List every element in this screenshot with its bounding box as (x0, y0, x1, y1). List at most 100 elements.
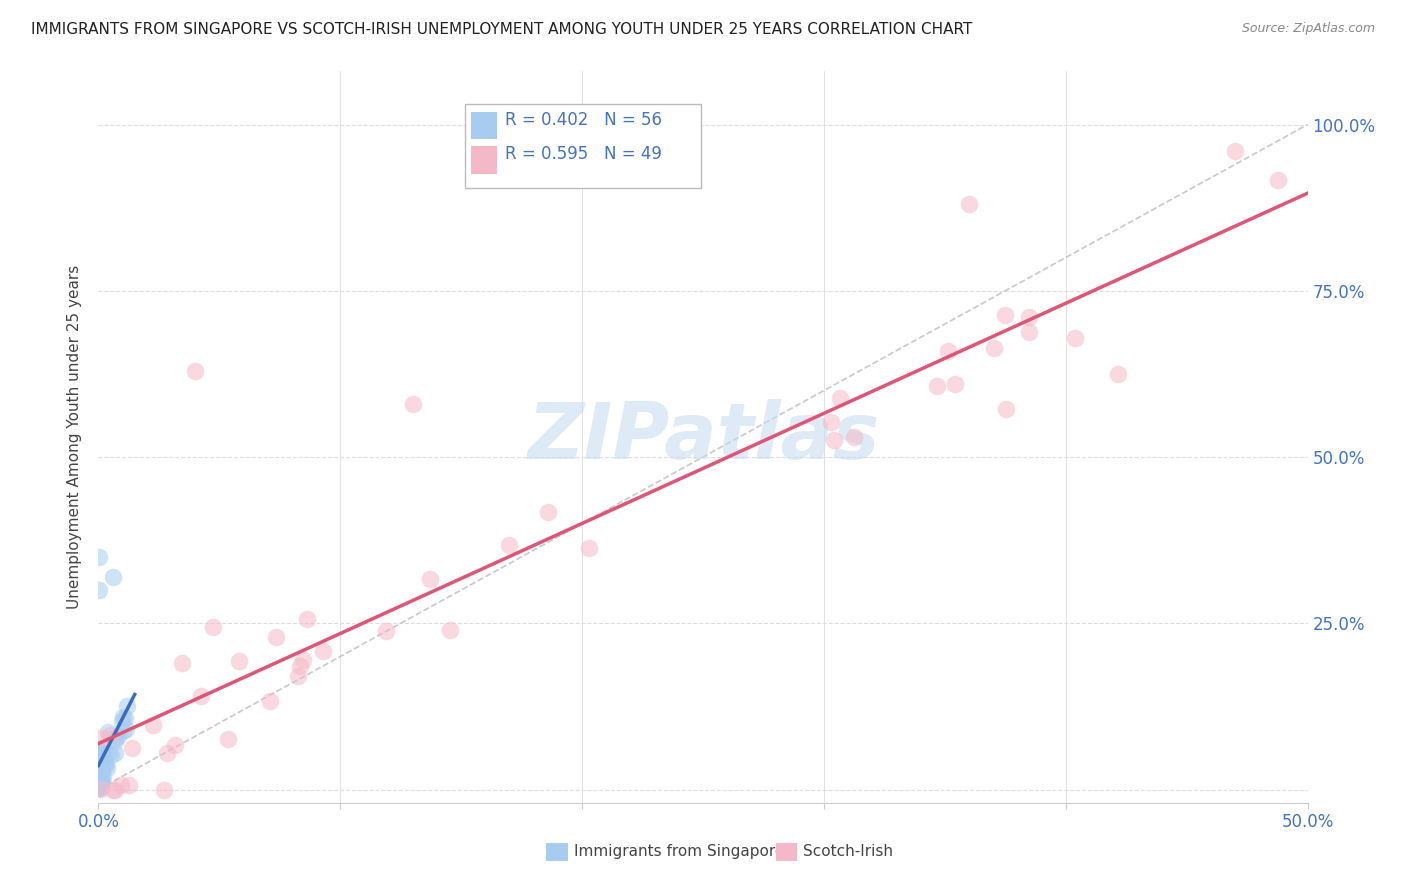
Text: IMMIGRANTS FROM SINGAPORE VS SCOTCH-IRISH UNEMPLOYMENT AMONG YOUTH UNDER 25 YEAR: IMMIGRANTS FROM SINGAPORE VS SCOTCH-IRIS… (31, 22, 973, 37)
Point (402, 397, 425, 411)
Point (112, 723, 135, 738)
Point (118, 778, 141, 792)
Point (983, 342, 1005, 356)
Point (87, 775, 110, 789)
Point (87, 778, 110, 792)
Point (1063, 331, 1085, 345)
Point (190, 689, 212, 703)
Point (87, 771, 110, 785)
Point (93, 747, 115, 761)
Point (936, 343, 959, 358)
Bar (776, 843, 797, 862)
Point (104, 731, 127, 745)
Point (114, 711, 136, 725)
Text: ZIPatlas: ZIPatlas (527, 399, 879, 475)
Text: Immigrants from Singapore: Immigrants from Singapore (574, 845, 785, 859)
Point (89, 549, 111, 564)
Point (295, 611, 318, 625)
Text: R = 0.402   N = 56: R = 0.402 N = 56 (505, 112, 662, 129)
Point (287, 669, 309, 683)
Point (943, 377, 966, 392)
Bar (471, 112, 498, 139)
Point (87, 781, 110, 796)
Point (96, 725, 118, 739)
Point (1018, 326, 1040, 340)
Point (104, 746, 127, 760)
FancyBboxPatch shape (465, 104, 700, 188)
Point (94, 756, 117, 770)
Point (90, 731, 112, 745)
Point (111, 714, 134, 729)
Point (104, 733, 127, 747)
Point (87, 781, 110, 796)
Point (375, 624, 398, 639)
Point (163, 739, 186, 753)
Point (87, 582, 110, 597)
Point (89, 777, 111, 791)
Point (259, 693, 281, 707)
Point (152, 782, 174, 797)
Point (87, 766, 110, 780)
Point (1223, 144, 1246, 158)
Point (89, 750, 111, 764)
Point (90, 747, 112, 761)
Point (994, 309, 1017, 323)
Point (87, 764, 110, 779)
Point (91, 770, 114, 784)
Point (112, 710, 135, 724)
Point (90, 744, 112, 758)
Point (89, 772, 111, 787)
Point (228, 654, 250, 668)
Point (110, 778, 132, 792)
Point (439, 624, 461, 638)
Point (1107, 367, 1129, 381)
Point (114, 722, 136, 736)
Point (184, 363, 207, 377)
Point (101, 782, 124, 797)
Text: Source: ZipAtlas.com: Source: ZipAtlas.com (1241, 22, 1375, 36)
Point (87, 773, 110, 788)
Point (91, 764, 114, 778)
Point (87, 780, 110, 795)
Point (89, 764, 111, 778)
Point (925, 379, 948, 393)
Point (1267, 173, 1289, 187)
Point (498, 539, 520, 553)
Point (201, 620, 224, 634)
Point (96, 758, 118, 772)
Point (842, 430, 865, 444)
Point (96, 761, 118, 775)
Point (89, 773, 111, 788)
Point (156, 746, 179, 760)
Point (90, 773, 112, 788)
Point (90, 774, 112, 789)
Point (90, 752, 112, 766)
Point (107, 729, 129, 743)
Point (1018, 310, 1040, 324)
Point (995, 401, 1018, 416)
Point (536, 505, 558, 519)
Point (89, 740, 111, 755)
Point (103, 570, 125, 584)
Point (104, 782, 127, 797)
Point (100, 747, 122, 762)
Point (90, 764, 112, 778)
Point (217, 731, 239, 746)
Point (89, 767, 111, 781)
Point (90, 762, 112, 776)
Point (90, 782, 112, 797)
Point (87, 778, 110, 792)
Point (87, 776, 110, 790)
Point (93, 753, 115, 767)
Point (419, 572, 441, 586)
Point (87, 779, 110, 793)
Point (311, 644, 333, 658)
Y-axis label: Unemployment Among Youth under 25 years: Unemployment Among Youth under 25 years (67, 265, 83, 609)
Point (87, 775, 110, 789)
Point (957, 197, 980, 211)
Point (89, 746, 111, 760)
Point (142, 717, 165, 731)
Point (89, 778, 111, 792)
Point (830, 391, 852, 405)
Text: R = 0.595   N = 49: R = 0.595 N = 49 (505, 145, 662, 163)
